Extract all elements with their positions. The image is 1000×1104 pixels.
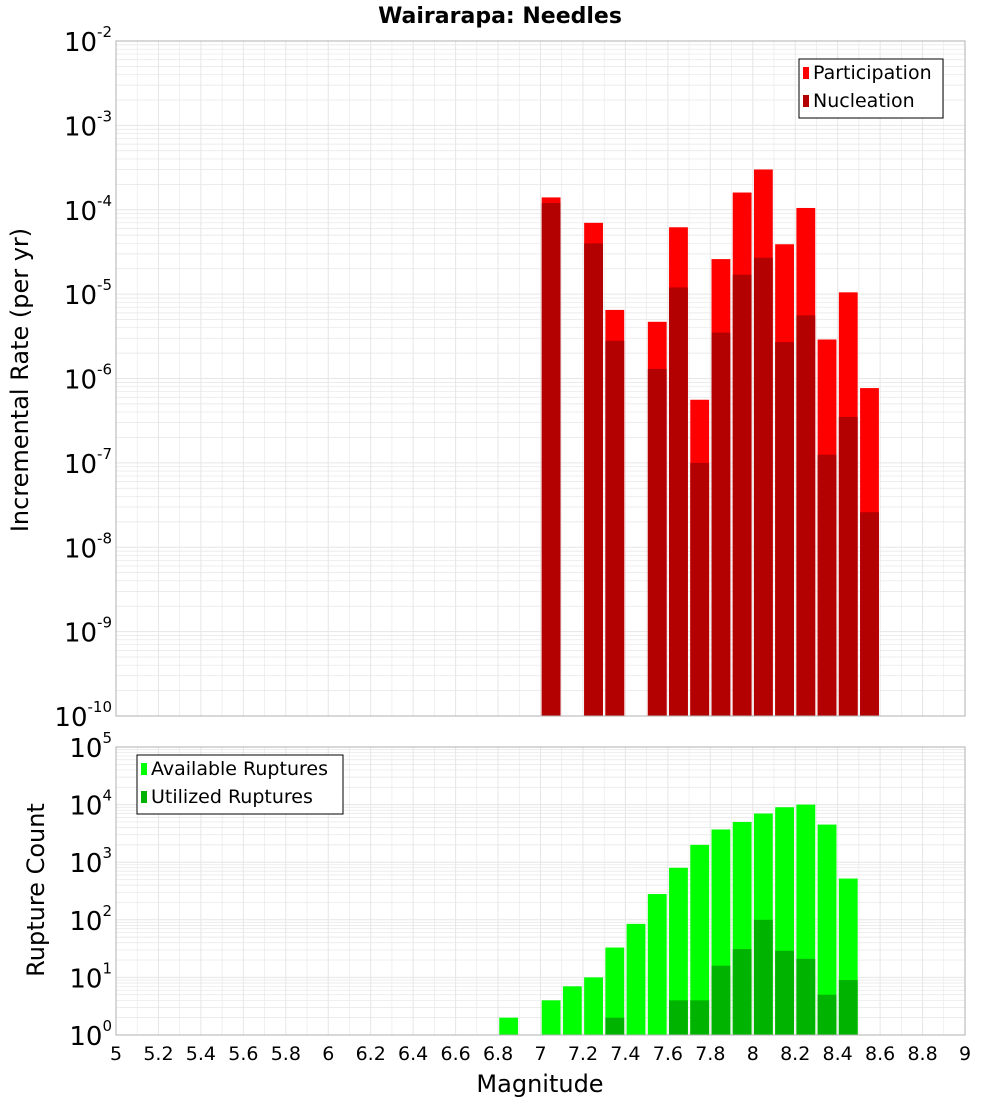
x-tick-label: 5.6 [228, 1043, 258, 1065]
top-bar-series-b [817, 454, 837, 716]
x-tick-label: 6.8 [483, 1043, 513, 1065]
bottom-y-axis-label: Rupture Count [22, 803, 50, 977]
bottom-y-tick-label: 103 [69, 844, 112, 879]
top-bar-series-b [584, 243, 603, 717]
bottom-bar-series-a [690, 844, 710, 1035]
x-tick-label: 7.2 [568, 1043, 598, 1065]
bottom-y-tick-label: 104 [69, 787, 112, 822]
x-tick-label: 7.6 [653, 1043, 683, 1065]
bottom-y-tick-label: 105 [69, 729, 112, 764]
top-bar-series-b [669, 287, 688, 716]
top-legend-swatch [803, 67, 809, 79]
top-y-tick-label: 10-2 [64, 23, 112, 58]
bottom-legend-swatch [141, 763, 147, 775]
x-tick-label: 6.2 [356, 1043, 386, 1065]
bottom-legend-label: Available Ruptures [151, 758, 328, 780]
top-bar-series-b [775, 342, 794, 716]
bottom-bar-series-b [690, 1000, 710, 1035]
top-bar-series-b [605, 340, 625, 716]
x-tick-label: 9 [959, 1043, 971, 1065]
bottom-bar-series-a [647, 894, 667, 1035]
top-legend-swatch [803, 95, 809, 107]
top-bar-series-b [860, 512, 879, 716]
bottom-y-tick-label: 102 [69, 902, 112, 937]
bottom-plot-frame [115, 746, 966, 1036]
bottom-bar-series-b [605, 1017, 625, 1035]
bottom-bar-series-b [775, 950, 794, 1035]
top-bar-series-b [838, 416, 858, 716]
bottom-y-tick-label: 101 [69, 959, 112, 994]
top-plot-frame [115, 40, 966, 717]
top-y-axis-label: Incremental Rate (per yr) [6, 228, 34, 532]
x-tick-label: 5.4 [186, 1043, 216, 1065]
top-legend-label: Participation [813, 62, 932, 84]
top-bar-series-b [647, 368, 667, 716]
x-tick-label: 5.2 [143, 1043, 173, 1065]
top-y-tick-label: 10-7 [64, 445, 112, 480]
top-y-tick-label: 10-8 [64, 529, 112, 564]
top-legend-label: Nucleation [813, 90, 915, 112]
bottom-bar-series-a [669, 867, 688, 1035]
top-bar-series-b [753, 257, 773, 716]
bottom-bar-series-a [499, 1017, 519, 1035]
bottom-bar-series-a [541, 1000, 561, 1035]
x-axis-label: Magnitude [476, 1070, 603, 1098]
x-tick-label: 6.6 [440, 1043, 470, 1065]
x-tick-label: 5 [110, 1043, 122, 1065]
bottom-bar-series-a [626, 923, 646, 1035]
bottom-bar-series-b [669, 1000, 688, 1035]
top-bar-series-b [711, 332, 731, 716]
bottom-y-tick-label: 100 [69, 1017, 112, 1052]
x-tick-label: 8.6 [865, 1043, 895, 1065]
chart-title: Wairarapa: Needles [378, 4, 622, 29]
top-bar-series-b [541, 203, 561, 716]
x-tick-label: 5.8 [271, 1043, 301, 1065]
top-panel: 10-10 10-9 10-8 10-7 10-6 10-5 10-4 10-3 10-2 Par… [54, 23, 966, 733]
top-y-tick-label: 10-10 [54, 698, 112, 733]
bottom-bar-series-a [562, 986, 582, 1035]
bottom-bar-series-a [817, 824, 837, 1035]
top-bar-series-b [796, 315, 816, 716]
bottom-bar-series-a [605, 947, 625, 1035]
bottom-bar-series-b [711, 965, 731, 1035]
bottom-legend-swatch [141, 791, 147, 803]
x-tick-label: 6 [322, 1043, 334, 1065]
bottom-bar-series-b [817, 994, 837, 1035]
top-bar-series-b [732, 274, 752, 716]
x-tick-label: 8.2 [780, 1043, 810, 1065]
bottom-bar-series-a [584, 977, 603, 1035]
bottom-legend-box [136, 754, 344, 815]
top-y-tick-label: 10-3 [64, 107, 112, 142]
x-tick-label: 7.4 [610, 1043, 640, 1065]
x-tick-label: 7.8 [695, 1043, 725, 1065]
top-bar-series-b [690, 462, 710, 716]
top-y-tick-label: 10-6 [64, 361, 112, 396]
bottom-panel: 100 101 102 103 104 105 Available Ruptures Util… [69, 729, 966, 1052]
x-tick-label: 8.8 [907, 1043, 937, 1065]
bottom-bar-series-b [732, 949, 752, 1035]
top-y-tick-label: 10-4 [64, 192, 112, 227]
x-tick-label: 7 [534, 1043, 546, 1065]
x-tick-label: 8.4 [823, 1043, 853, 1065]
bottom-bar-series-b [753, 919, 773, 1035]
top-y-tick-label: 10-5 [64, 276, 112, 311]
x-tick-label: 6.4 [398, 1043, 428, 1065]
top-y-tick-label: 10-9 [64, 614, 112, 649]
bottom-bar-series-b [838, 980, 858, 1035]
bottom-bar-series-b [796, 958, 816, 1035]
x-tick-label: 8 [747, 1043, 759, 1065]
top-legend-box [798, 58, 944, 119]
bottom-legend-label: Utilized Ruptures [151, 786, 313, 808]
